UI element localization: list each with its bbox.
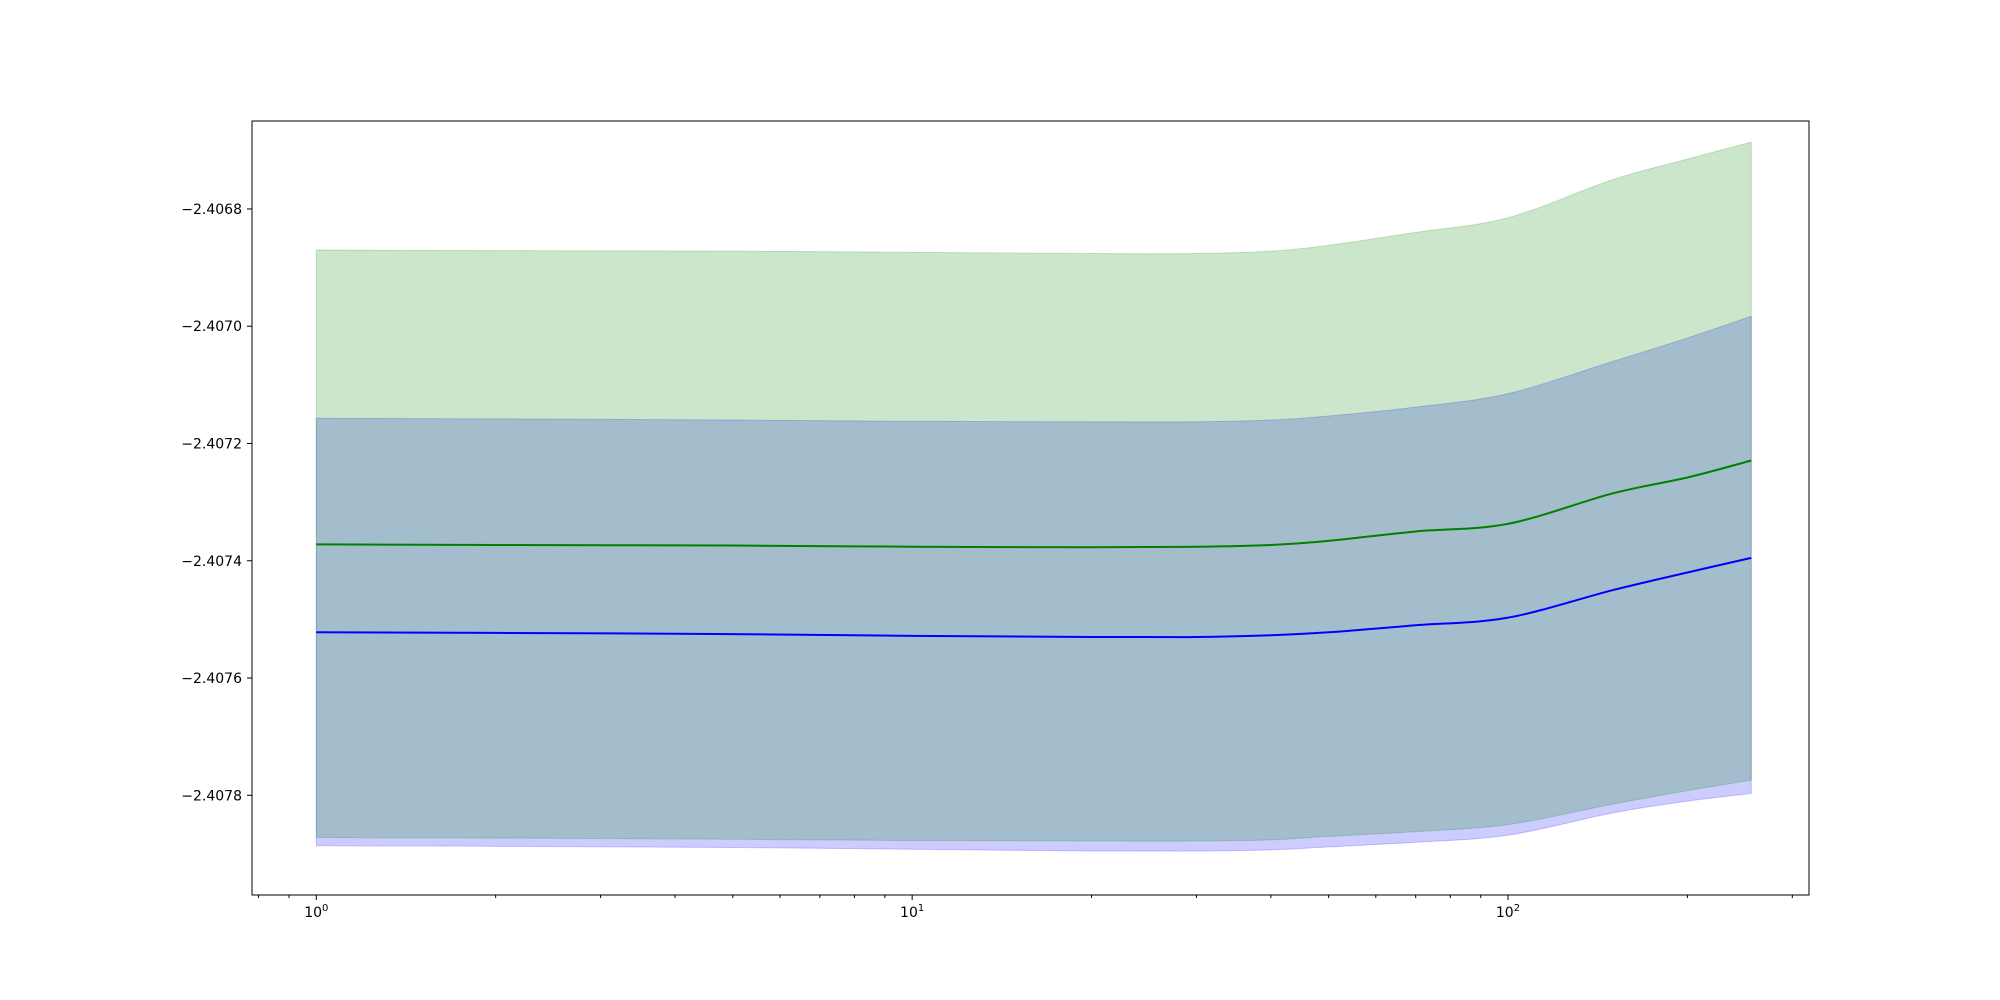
x-tick-label-exponent: 2 [1514, 903, 1520, 914]
y-axis: −2.4068 −2.4070 −2.4072 −2.4074 −2.4076 −2.40… [181, 202, 252, 804]
plot-frame [251, 120, 1810, 896]
y-tick-label: −2.4068 [181, 202, 242, 218]
series-1-band [315, 141, 1752, 842]
x-tick-label-base: 10 [900, 905, 918, 921]
y-tick-label: −2.4074 [181, 554, 242, 570]
x-tick-label-exponent: 0 [322, 903, 328, 914]
y-tick-label: −2.4078 [181, 788, 242, 804]
x-axis: 100 101 102 [258, 895, 1793, 921]
x-tick-label-base: 10 [1496, 905, 1514, 921]
x-tick-label: 102 [1496, 903, 1520, 921]
series-lines [316, 459, 1752, 639]
x-tick-label-base: 10 [304, 905, 322, 921]
x-tick-label: 101 [900, 903, 924, 921]
series-0-line [316, 556, 1752, 639]
y-tick-label: −2.4070 [181, 319, 242, 335]
x-tick-label-exponent: 1 [918, 903, 924, 914]
y-tick-label: −2.4076 [181, 671, 242, 687]
series-1-line [316, 459, 1752, 549]
confidence-bands [315, 141, 1752, 852]
y-tick-label: −2.4072 [181, 437, 242, 453]
series-0-band [315, 315, 1752, 852]
x-tick-label: 100 [304, 903, 328, 921]
